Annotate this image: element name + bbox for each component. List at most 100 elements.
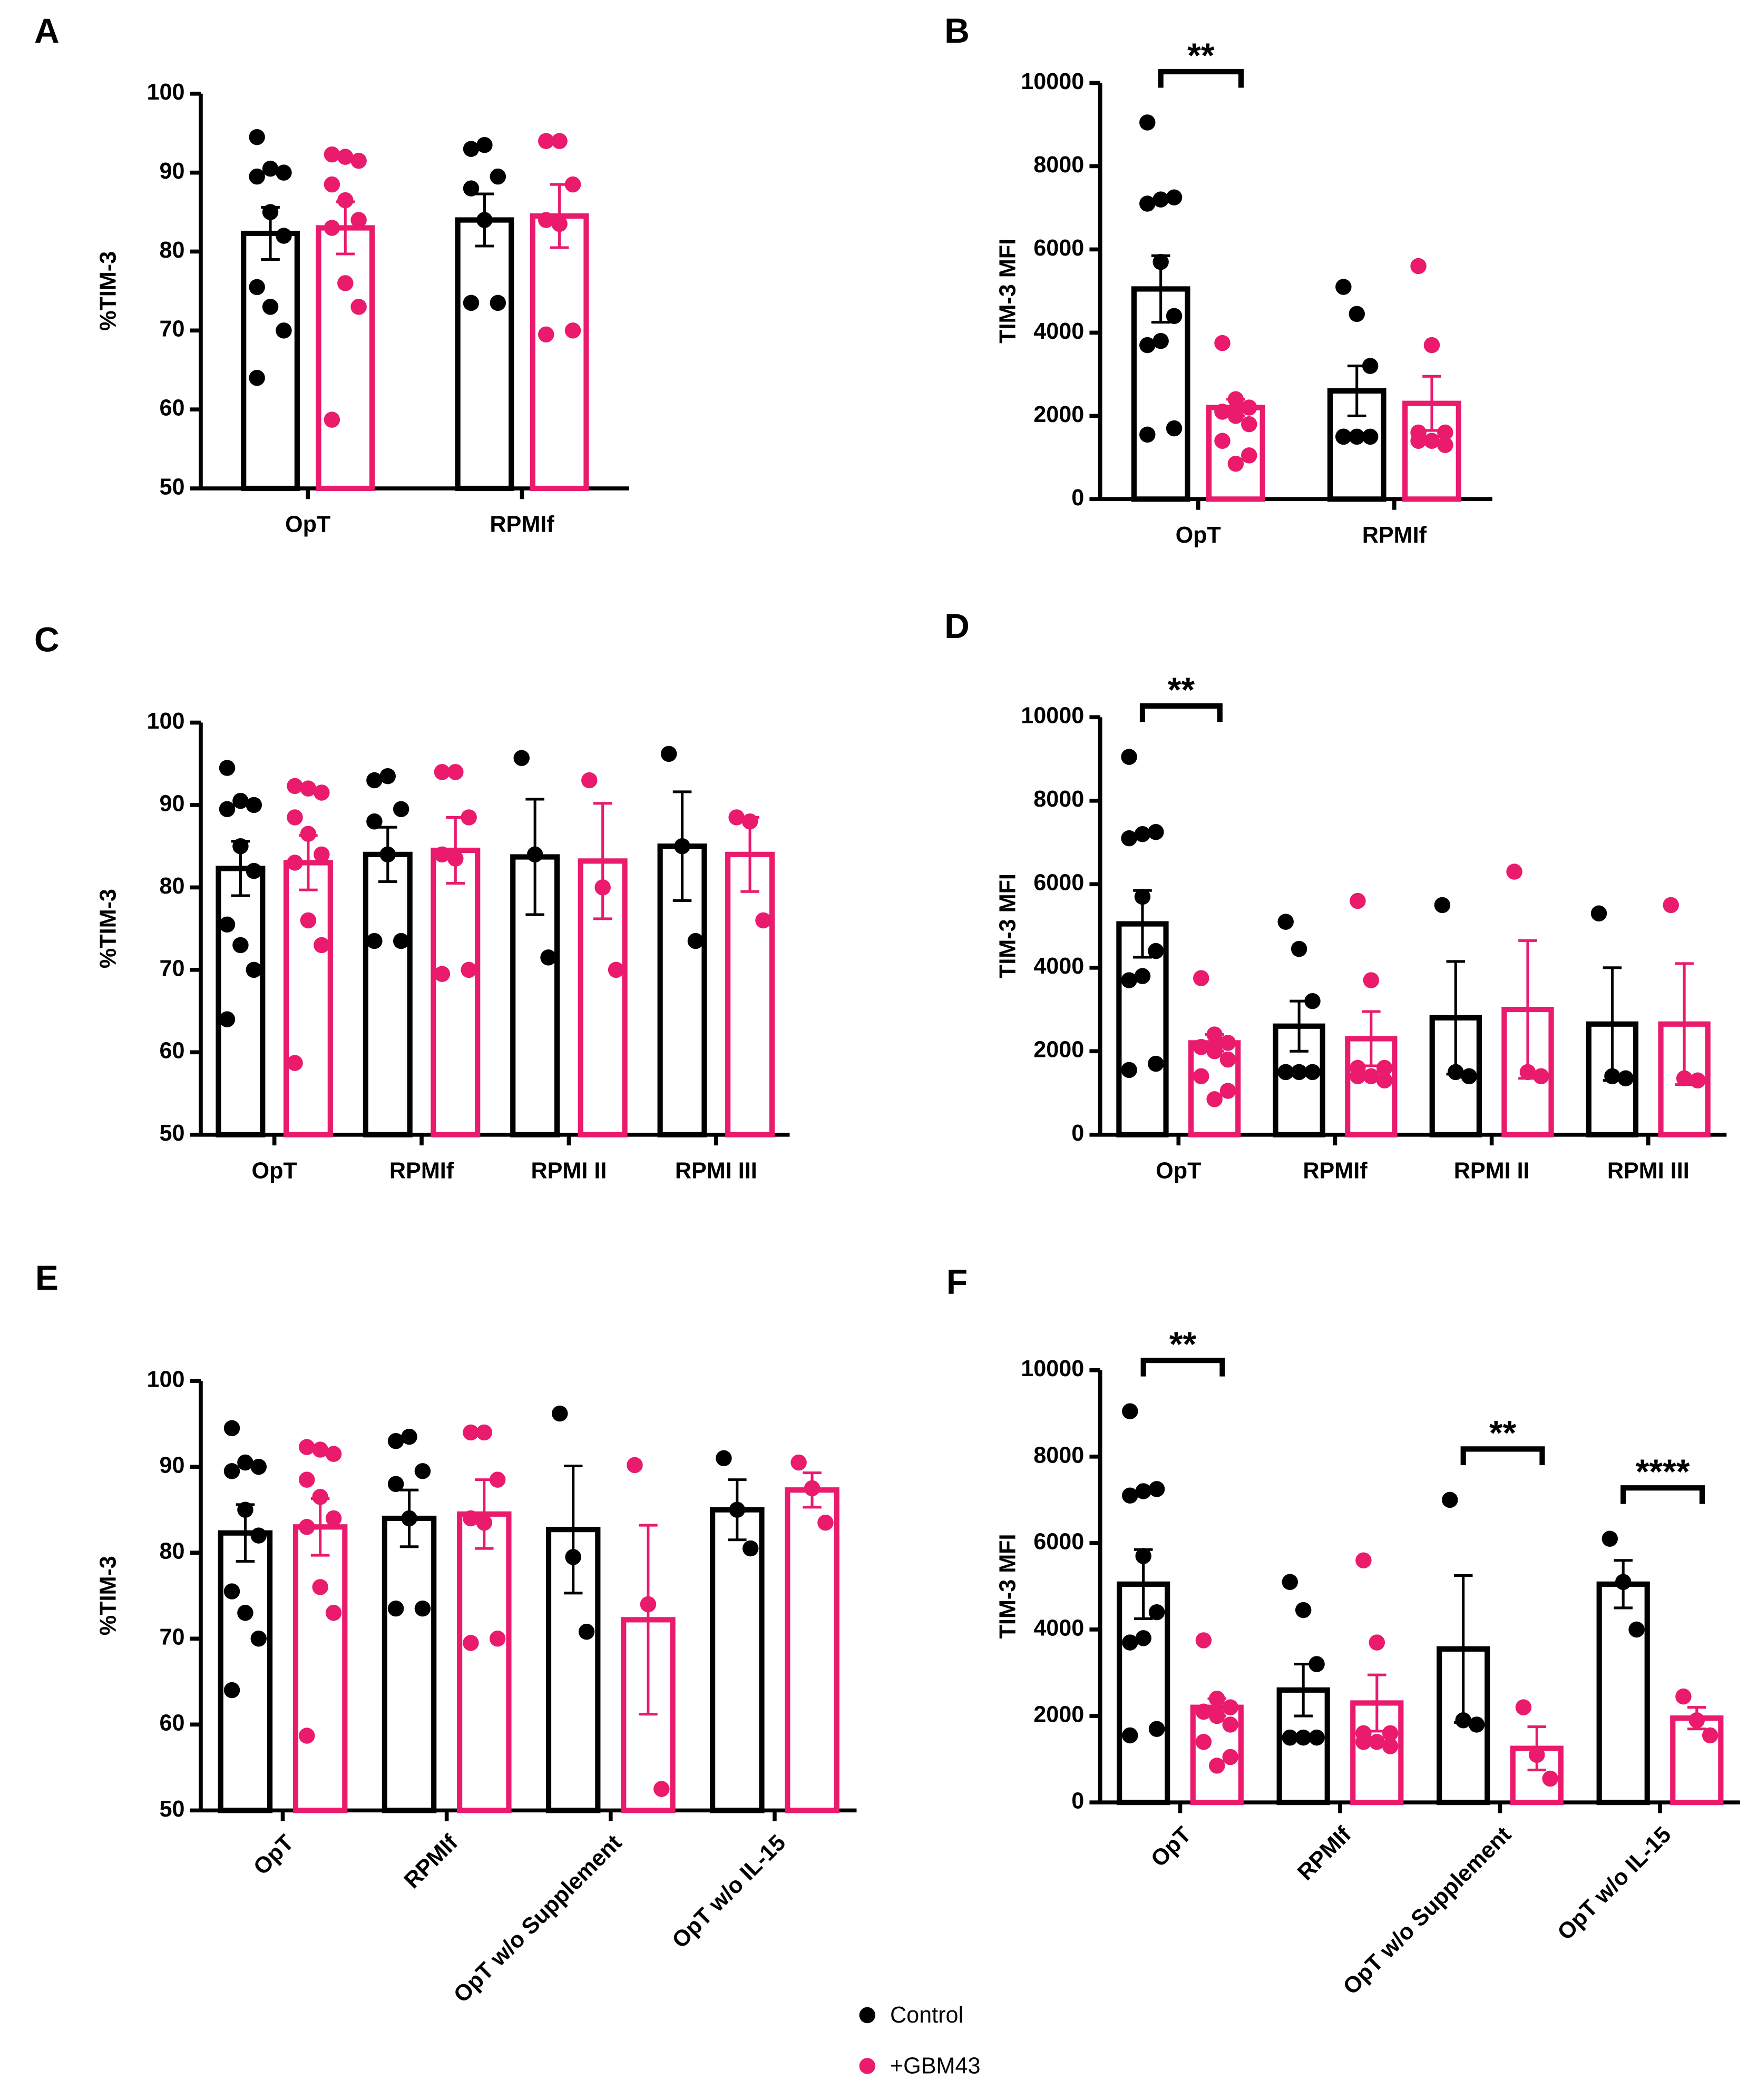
data-point [314,846,330,863]
bar [455,217,514,492]
data-point [414,1600,431,1617]
y-tick-label: 10000 [1021,69,1084,94]
y-tick-label: 6000 [1033,870,1084,896]
panel-label: A [34,11,60,50]
data-point [538,212,554,228]
data-point [299,1728,315,1744]
data-point [337,192,354,209]
panel-label: F [946,1262,968,1301]
data-point [312,1579,328,1595]
data-point [755,912,772,929]
data-point [489,1631,506,1647]
data-point [1410,433,1427,449]
data-point [1121,749,1137,765]
data-point [350,299,367,315]
data-point [312,1488,328,1505]
data-point [350,212,367,228]
data-point [232,792,249,809]
data-point [337,149,354,165]
data-point [1121,972,1137,988]
data-point [461,809,477,826]
bar [725,851,775,1137]
data-point [1148,1481,1165,1497]
data-point [387,1476,404,1493]
y-tick-label: 6000 [1033,1529,1084,1554]
error-bar [593,802,612,920]
data-point [564,322,581,339]
data-point [1349,428,1365,445]
data-point [1688,1712,1705,1729]
data-point [551,215,568,232]
data-point [1135,1483,1151,1499]
data-point [1529,1746,1545,1763]
significance-bracket [1139,703,1223,722]
data-point [540,949,556,966]
data-point [1702,1727,1718,1744]
data-point [1617,1070,1634,1087]
data-point [513,750,530,767]
data-point [1209,1691,1225,1707]
data-point [337,275,354,291]
data-point [1282,1729,1298,1746]
data-point [1209,1708,1225,1724]
data-point [551,133,568,149]
data-point [476,1514,493,1531]
data-point [287,778,303,794]
y-tick-label: 80 [159,874,184,899]
data-point [1222,1749,1238,1765]
x-tick-label: RPMIf [1303,1158,1368,1183]
data-point [1615,1574,1632,1590]
x-tick-label: OpT [285,512,330,537]
data-point [314,784,330,801]
data-point [1349,306,1365,322]
data-point [287,855,303,871]
data-point [1519,1064,1536,1081]
data-point [300,780,317,797]
data-point [223,1682,240,1699]
data-point [538,326,554,343]
data-point [1515,1699,1532,1715]
data-point [287,809,303,826]
y-tick-label: 90 [159,1453,184,1478]
data-point [1369,1734,1385,1750]
data-point [1542,1770,1558,1787]
data-point [489,1471,506,1488]
data-point [1193,1068,1209,1085]
y-tick-label: 4000 [1033,954,1084,979]
data-point [401,1510,417,1527]
x-tick-label: RPMIf [490,512,554,537]
data-point [1506,863,1522,880]
data-point [741,813,758,830]
data-point [312,1441,328,1458]
x-tick-label: RPMI II [531,1158,607,1183]
data-point [1153,253,1169,270]
x-tick-label: OpT [1156,1158,1201,1183]
data-point [1122,1634,1138,1651]
error-bar [639,1524,658,1716]
data-point [729,1502,746,1518]
data-point [325,1510,342,1527]
data-point [1376,1059,1393,1076]
data-point [1134,888,1151,905]
data-point [1442,1491,1458,1508]
data-point [1227,455,1244,472]
data-point [237,1502,253,1518]
bar [363,851,413,1137]
data-point [1628,1621,1645,1638]
data-point [414,1463,431,1479]
data-point [1214,433,1231,449]
data-point [1135,1548,1151,1564]
data-point [461,961,477,978]
data-point [1139,337,1156,354]
data-point [1335,428,1352,445]
y-tick-label: 50 [159,474,184,499]
y-tick-label: 100 [147,709,184,734]
data-point [1193,1039,1209,1055]
y-tick-label: 10000 [1021,1356,1084,1381]
y-tick-label: 2000 [1033,1702,1084,1727]
data-point [1195,1703,1212,1720]
data-point [325,1446,342,1462]
x-tick-label: OpT [252,1158,297,1183]
data-point [223,1583,240,1599]
data-point [300,826,317,842]
